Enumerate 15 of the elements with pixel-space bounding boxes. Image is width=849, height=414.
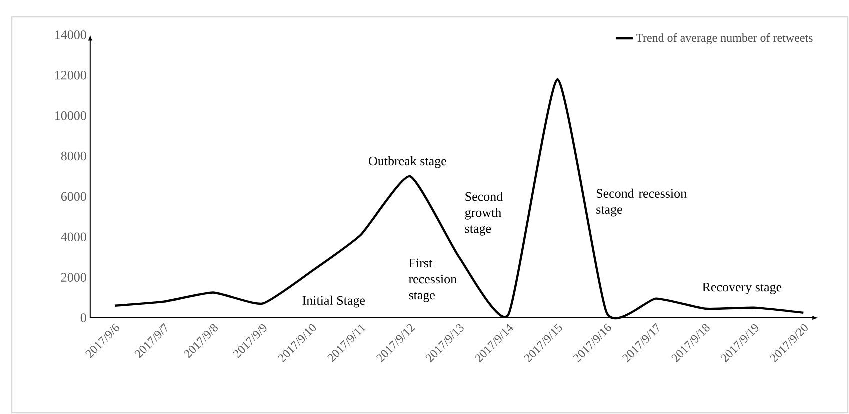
annotation: Second recession stage (596, 188, 687, 217)
legend-label: Trend of average number of retweets (636, 34, 813, 45)
y-tick-label: 4000 (61, 232, 86, 242)
annotation: First recession stage (409, 258, 457, 302)
annotation: Initial Stage (302, 296, 366, 308)
y-tick-label: 14000 (56, 30, 86, 40)
y-tick-label: 6000 (61, 192, 86, 202)
y-tick-label: 8000 (61, 152, 86, 161)
annotation: Recovery stage (702, 283, 782, 294)
y-tick-label: 2000 (61, 273, 86, 282)
y-tick-label: 0 (80, 314, 86, 322)
annotation: Outbreak stage (369, 156, 446, 168)
y-tick-label: 10000 (56, 111, 86, 120)
y-tick-label: 12000 (56, 71, 86, 80)
annotation: Second growth stage (465, 192, 503, 236)
